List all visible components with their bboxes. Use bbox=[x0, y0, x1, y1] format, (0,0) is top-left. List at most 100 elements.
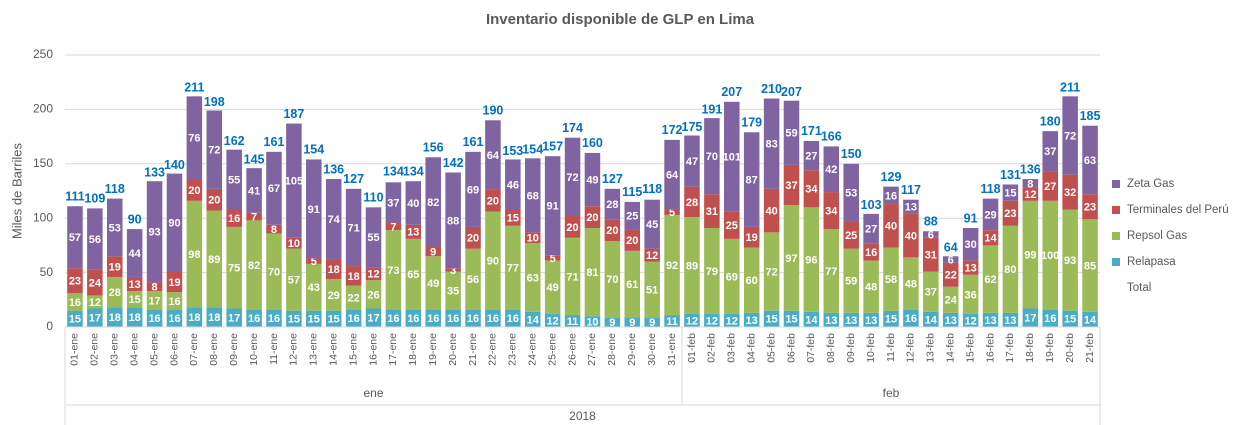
x-tick-label: 19-ene bbox=[427, 333, 439, 366]
segment-label: 80 bbox=[1004, 264, 1016, 276]
bar-segment bbox=[146, 291, 163, 310]
segment-label: 56 bbox=[89, 234, 101, 246]
bar-segment bbox=[763, 98, 780, 189]
bar-segment bbox=[584, 227, 601, 317]
segment-label: 83 bbox=[765, 139, 777, 151]
segment-label: 13 bbox=[746, 315, 758, 327]
bar-segment bbox=[843, 163, 859, 222]
segment-label: 37 bbox=[1044, 146, 1056, 158]
bar-segment bbox=[345, 309, 362, 327]
bar-segment bbox=[883, 204, 899, 248]
segment-label: 12 bbox=[1024, 189, 1036, 201]
segment-label: 40 bbox=[885, 221, 897, 233]
bar-segment bbox=[67, 206, 83, 269]
total-label: 134 bbox=[403, 165, 424, 179]
total-label: 211 bbox=[1060, 81, 1080, 95]
segment-label: 15 bbox=[507, 213, 519, 225]
segment-label: 22 bbox=[945, 270, 957, 282]
segment-label: 71 bbox=[566, 271, 578, 283]
segment-label: 37 bbox=[387, 197, 399, 209]
segment-label: 16 bbox=[865, 247, 877, 259]
bar-segment bbox=[445, 271, 461, 310]
bar-segment bbox=[942, 312, 959, 327]
segment-label: 85 bbox=[1084, 260, 1096, 272]
total-label: 88 bbox=[924, 215, 938, 229]
segment-label: 12 bbox=[686, 315, 698, 327]
segment-label: 93 bbox=[148, 227, 160, 239]
segment-label: 88 bbox=[447, 215, 459, 227]
segment-label: 90 bbox=[168, 217, 180, 229]
bar-segment bbox=[106, 256, 123, 277]
segment-label: 13 bbox=[905, 202, 917, 214]
segment-label: 97 bbox=[785, 253, 797, 265]
total-label: 136 bbox=[323, 162, 344, 176]
bar-segment bbox=[624, 229, 641, 251]
segment-label: 12 bbox=[367, 269, 379, 281]
total-label: 174 bbox=[562, 121, 583, 135]
segment-label: 90 bbox=[487, 256, 499, 268]
bar-segment bbox=[146, 309, 163, 327]
bar-segment bbox=[505, 309, 521, 327]
segment-label: 70 bbox=[606, 274, 618, 286]
segment-label: 20 bbox=[586, 212, 598, 224]
segment-label: 17 bbox=[367, 313, 379, 325]
bar-segment bbox=[465, 151, 481, 227]
total-label: 179 bbox=[741, 116, 762, 130]
bar-segment bbox=[365, 308, 382, 327]
segment-label: 91 bbox=[547, 201, 559, 213]
total-label: 161 bbox=[463, 135, 484, 149]
legend-swatch bbox=[1112, 180, 1120, 188]
bar-segment bbox=[345, 266, 362, 286]
x-tick-label: 27-ene bbox=[586, 333, 598, 366]
segment-label: 72 bbox=[566, 172, 578, 184]
bar-segment bbox=[1022, 308, 1039, 327]
segment-label: 16 bbox=[69, 297, 81, 309]
segment-label: 18 bbox=[188, 312, 200, 324]
bar-segment bbox=[803, 170, 820, 208]
x-tick-label: 05-feb bbox=[765, 333, 777, 363]
bar-segment bbox=[524, 311, 541, 327]
segment-label: 37 bbox=[785, 180, 797, 192]
total-label: 145 bbox=[244, 153, 265, 167]
total-label: 109 bbox=[84, 192, 105, 206]
bar-segment bbox=[1082, 219, 1098, 312]
bar-segment bbox=[743, 312, 760, 327]
segment-label: 16 bbox=[447, 313, 459, 325]
bar-segment bbox=[942, 286, 959, 313]
y-tick-label: 250 bbox=[33, 47, 53, 61]
bar-segment bbox=[1042, 131, 1059, 172]
segment-label: 22 bbox=[347, 293, 359, 305]
bar-segment bbox=[783, 310, 800, 327]
segment-label: 11 bbox=[567, 316, 579, 328]
bar-segment bbox=[962, 274, 979, 314]
segment-label: 20 bbox=[188, 185, 200, 197]
bar-segment bbox=[306, 159, 322, 259]
bar-segment bbox=[385, 222, 402, 231]
bar-segment bbox=[763, 232, 780, 311]
total-label: 211 bbox=[184, 81, 204, 95]
total-label: 157 bbox=[542, 139, 563, 153]
bar-segment bbox=[445, 172, 461, 269]
segment-label: 48 bbox=[865, 282, 877, 294]
bar-segment bbox=[942, 262, 959, 287]
x-tick-label: 06-ene bbox=[168, 333, 180, 366]
x-tick-label: 15-ene bbox=[347, 333, 359, 366]
bar-segment bbox=[564, 315, 581, 327]
x-tick-label: 17-feb bbox=[1004, 333, 1016, 363]
segment-label: 64 bbox=[666, 170, 679, 182]
segment-label: 10 bbox=[586, 316, 598, 328]
x-tick-label: 19-feb bbox=[1044, 333, 1056, 363]
bar-segment bbox=[87, 295, 103, 309]
segment-label: 92 bbox=[666, 260, 678, 272]
segment-label: 13 bbox=[965, 263, 977, 275]
segment-label: 20 bbox=[566, 222, 578, 234]
total-label: 190 bbox=[483, 104, 504, 118]
x-tick-label: 21-feb bbox=[1084, 333, 1096, 363]
segment-label: 96 bbox=[805, 254, 817, 266]
bar-segment bbox=[724, 101, 740, 212]
bar-segment bbox=[1022, 179, 1039, 188]
bar-segment bbox=[1042, 200, 1059, 310]
bar-segment bbox=[1002, 200, 1019, 226]
bar-segment bbox=[306, 263, 322, 311]
segment-label: 16 bbox=[467, 313, 479, 325]
